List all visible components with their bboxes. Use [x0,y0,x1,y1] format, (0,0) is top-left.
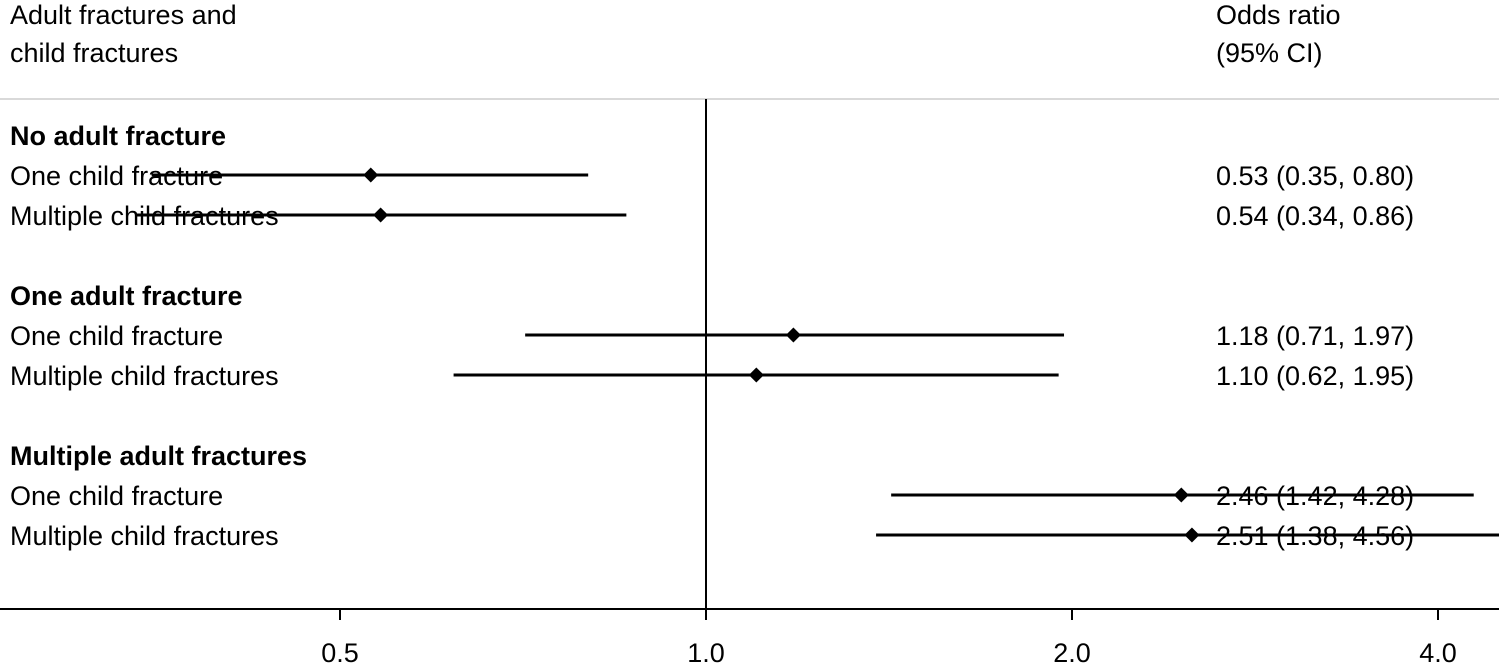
point-estimate-marker [785,327,801,343]
header-left-line1: Adult fractures and [10,0,237,30]
x-tick-label: 1.0 [687,638,725,668]
row-label: Multiple child fractures [10,361,279,391]
point-estimate-marker [373,207,389,223]
data-row: Multiple child fractures 1.10 (0.62, 1.95… [10,361,1414,391]
data-row: One child fracture 2.46 (1.42, 4.28) [10,481,1474,511]
group-label: No adult fracture [10,121,226,151]
point-estimate-marker [1173,487,1189,503]
data-row: One child fracture 1.18 (0.71, 1.97) [10,321,1414,351]
group-label: Multiple adult fractures [10,441,307,471]
header-right-line1: Odds ratio [1216,0,1341,30]
row-label: One child fracture [10,481,223,511]
header-left-line2: child fractures [10,38,178,68]
data-row: Multiple child fractures 0.54 (0.34, 0.86… [10,201,1414,231]
point-estimate-marker [1184,527,1200,543]
header-right-line2: (95% CI) [1216,38,1323,68]
data-row: One child fracture 0.53 (0.35, 0.80) [10,161,1414,191]
point-estimate-marker [748,367,764,383]
row-label: One child fracture [10,321,223,351]
odds-ratio-text: 0.53 (0.35, 0.80) [1216,161,1414,191]
odds-ratio-text: 1.10 (0.62, 1.95) [1216,361,1414,391]
odds-ratio-text: 2.46 (1.42, 4.28) [1216,481,1414,511]
row-label: Multiple child fractures [10,521,279,551]
x-ticks-layer: 0.5 1.0 2.0 4.0 [321,609,1457,668]
group-0: No adult fracture One child fracture 0.53 … [10,121,1414,231]
x-tick-label: 0.5 [321,638,359,668]
odds-ratio-text: 1.18 (0.71, 1.97) [1216,321,1414,351]
x-tick-label: 4.0 [1419,638,1457,668]
data-row: Multiple child fractures 2.51 (1.38, 4.56… [10,521,1499,551]
group-2: Multiple adult fractures One child fractu… [10,441,1499,551]
point-estimate-marker [363,167,379,183]
header: Adult fractures and child fractures Odds… [10,0,1341,68]
group-1: One adult fracture One child fracture 1.18… [10,281,1414,391]
group-label: One adult fracture [10,281,243,311]
odds-ratio-text: 2.51 (1.38, 4.56) [1216,521,1414,551]
odds-ratio-text: 0.54 (0.34, 0.86) [1216,201,1414,231]
x-tick-label: 2.0 [1053,638,1091,668]
